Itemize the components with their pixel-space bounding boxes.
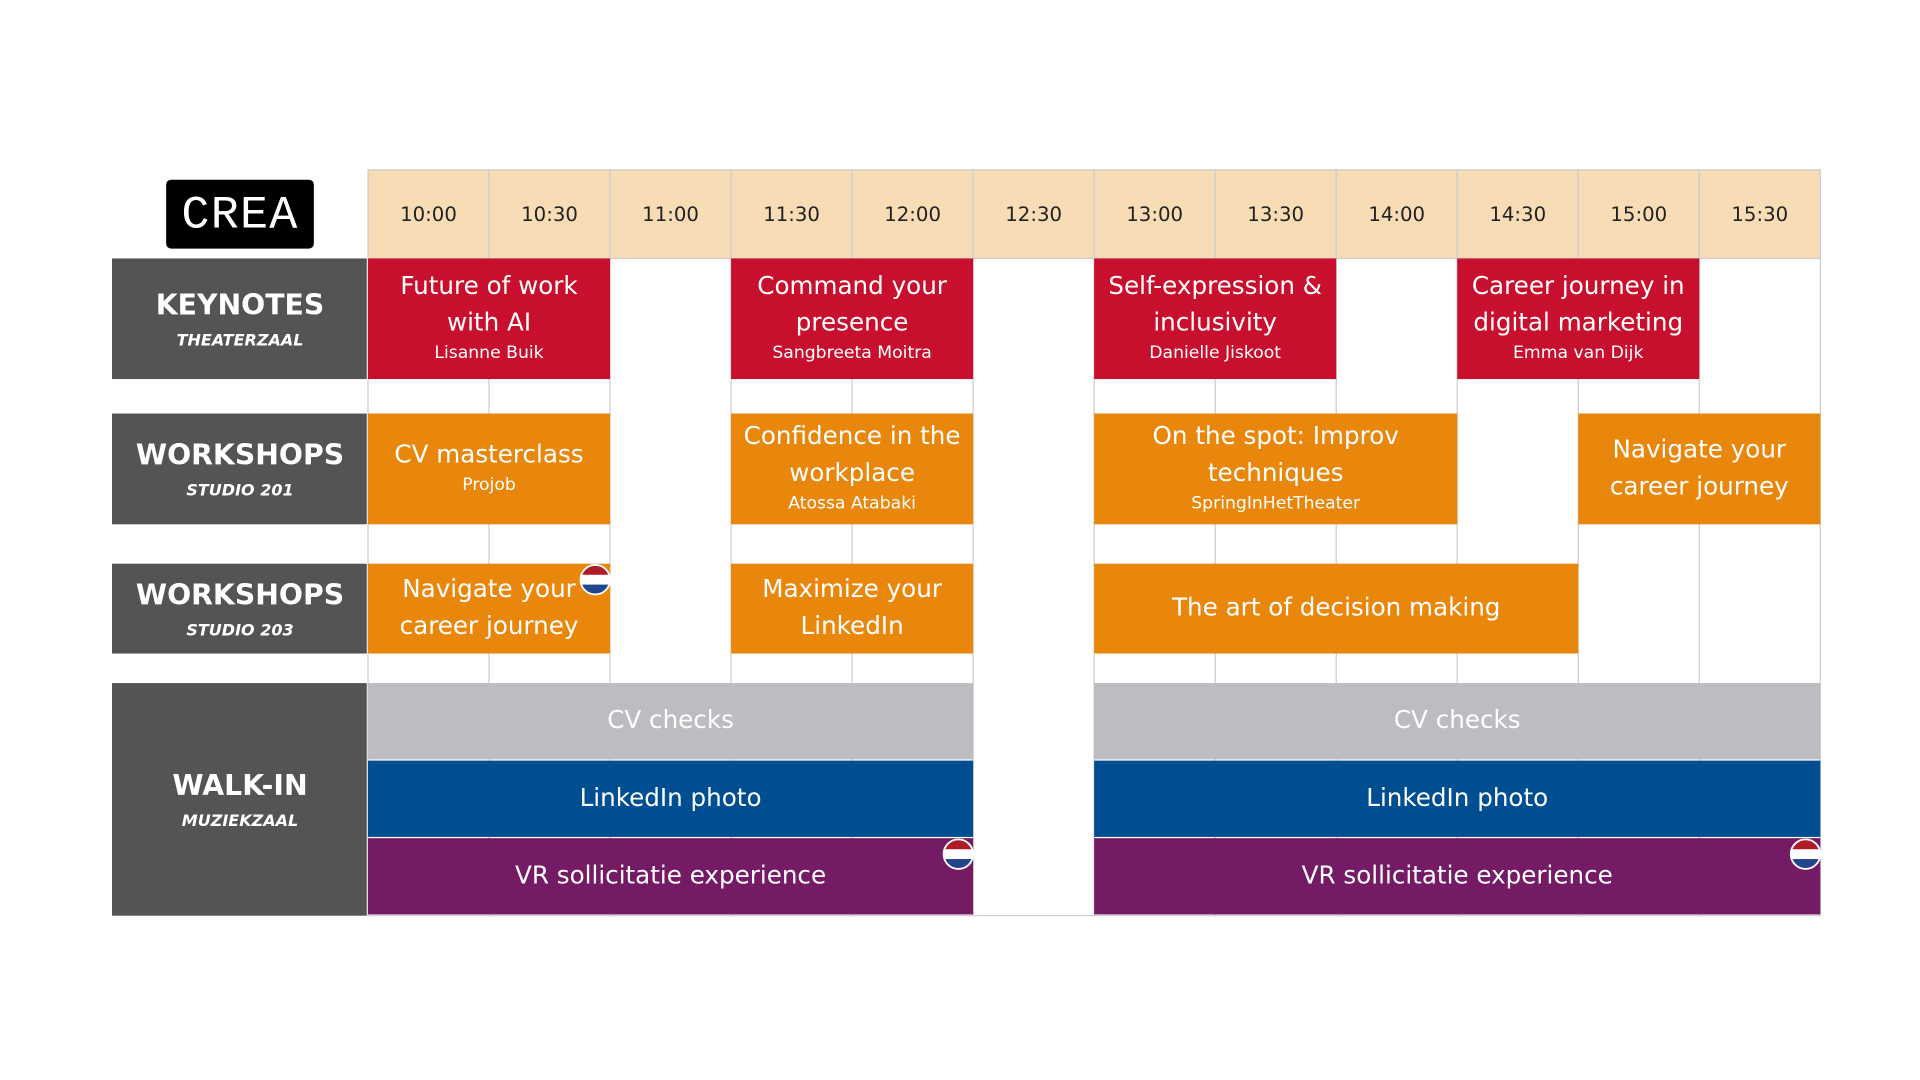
session (1094, 838, 1821, 915)
time-cell (1335, 169, 1458, 260)
logo: CREA (181, 190, 298, 243)
time-label: 12:30 (1005, 203, 1062, 226)
row-name: KEYNOTES (156, 288, 324, 321)
row-name: WORKSHOPS (136, 578, 344, 611)
session (1578, 413, 1821, 525)
time-label: 10:00 (400, 203, 457, 226)
row-room: THEATERZAAL (177, 330, 304, 349)
session-title: LinkedIn photo (580, 783, 762, 812)
session-speaker: Emma van Dijk (1513, 343, 1643, 363)
row-name: WALK-IN (172, 769, 307, 802)
session-speaker: Lisanne Buik (434, 343, 543, 363)
time-cell (1698, 169, 1821, 260)
dutch-flag (580, 564, 611, 595)
dutch-flag (1790, 839, 1821, 870)
session-speaker: Projob (462, 475, 516, 495)
session-title: Navigate your career journey (1610, 434, 1789, 500)
time-label: 15:30 (1731, 203, 1788, 226)
flag-rim (1789, 838, 1822, 870)
row-room: STUDIO 203 (186, 620, 293, 639)
logo-box (166, 179, 314, 249)
flag-stripe (1790, 859, 1821, 870)
time-label: 13:30 (1247, 203, 1304, 226)
flag-stripe (943, 859, 974, 870)
session (368, 760, 974, 837)
time-label: 11:30 (763, 203, 820, 226)
session-title: Career journey in digital marketing (1472, 271, 1685, 337)
time-cell (1577, 169, 1700, 260)
session-title: The art of decision making (1171, 593, 1500, 622)
time-cell (972, 169, 1095, 260)
row-label-box (112, 258, 367, 380)
session (368, 413, 611, 525)
session (731, 563, 974, 654)
flag-stripe (1790, 849, 1821, 860)
row-name: WORKSHOPS (136, 439, 344, 472)
row-room: STUDIO 201 (186, 481, 293, 500)
session-title: CV checks (607, 705, 734, 734)
session-title: LinkedIn photo (1366, 783, 1548, 812)
session (368, 683, 974, 760)
flag-stripe (580, 584, 611, 595)
session-speaker: Sangbreeta Moitra (772, 343, 931, 363)
flag-stripe (580, 574, 611, 585)
row-room: MUZIEKZAAL (182, 811, 298, 830)
session (1457, 258, 1700, 380)
session (368, 838, 974, 915)
session-title: VR sollicitatie experience (1302, 860, 1613, 889)
dutch-flag (943, 839, 974, 870)
session-title: Future of work with AI (400, 271, 578, 337)
flag-rim (942, 838, 975, 870)
session (1094, 760, 1821, 837)
time-label: 11:00 (642, 203, 699, 226)
session-speaker: Atossa Atabaki (788, 493, 916, 513)
session-title: CV checks (1394, 705, 1521, 734)
flag-stripe (1790, 839, 1821, 850)
session-title: On the spot: Improv techniques (1153, 421, 1399, 487)
time-cell (1214, 169, 1337, 260)
session-title: CV masterclass (394, 439, 583, 468)
flag-rim (579, 564, 611, 596)
session-title: Self-expression & inclusivity (1108, 271, 1322, 337)
time-label: 14:30 (1489, 203, 1546, 226)
time-label: 14:00 (1368, 203, 1425, 226)
time-cell (851, 169, 974, 260)
session-title: Confidence in the workplace (744, 421, 961, 487)
flag-stripe (943, 839, 974, 850)
session (731, 413, 974, 525)
flag-stripe (943, 849, 974, 860)
session-speaker: Danielle Jiskoot (1149, 343, 1281, 363)
session (1094, 563, 1579, 654)
time-label: 13:00 (1126, 203, 1183, 226)
session-title: VR sollicitatie experience (515, 860, 826, 889)
row-label-box (112, 563, 367, 654)
session-title: Navigate your career journey (400, 574, 579, 640)
time-label: 12:00 (884, 203, 941, 226)
session (1094, 413, 1458, 525)
session-speaker: SpringInHetTheater (1191, 493, 1361, 513)
session (368, 563, 611, 654)
session (368, 258, 611, 380)
time-label: 10:30 (521, 203, 578, 226)
session (1094, 258, 1337, 380)
session-title: Maximize your LinkedIn (762, 574, 943, 640)
flag-stripe (580, 564, 611, 576)
session-title: Command your presence (757, 271, 948, 337)
row-label-box (112, 413, 367, 525)
session (1094, 683, 1821, 760)
time-cell (1093, 169, 1216, 260)
session (731, 258, 974, 380)
time-label: 15:00 (1610, 203, 1667, 226)
row-label-box (112, 683, 367, 916)
